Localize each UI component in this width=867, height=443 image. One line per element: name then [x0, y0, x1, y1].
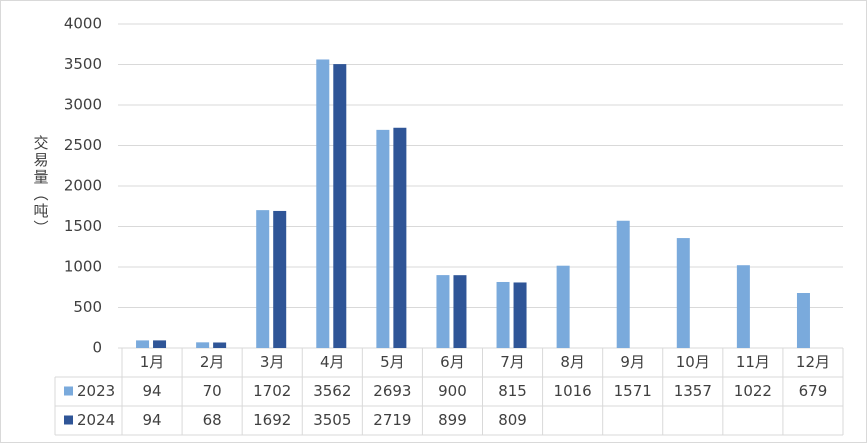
- bar: [616, 220, 630, 348]
- x-tick-label: 11月: [736, 353, 770, 371]
- table-value: 815: [498, 382, 527, 400]
- table-value: 3562: [313, 382, 351, 400]
- table-value: 1016: [554, 382, 592, 400]
- y-tick-label: 1500: [64, 217, 102, 235]
- table-value: 68: [203, 411, 222, 429]
- table-value: 1022: [734, 382, 772, 400]
- table-value: 900: [438, 382, 467, 400]
- y-tick-label: 4000: [64, 15, 102, 33]
- legend-key: [64, 415, 73, 425]
- table-value: 70: [203, 382, 222, 400]
- bar: [796, 293, 810, 348]
- table-value: 1357: [674, 382, 712, 400]
- bar: [136, 340, 150, 348]
- bar: [393, 127, 407, 348]
- x-tick-label: 6月: [440, 353, 465, 371]
- y-tick-label: 2500: [64, 136, 102, 154]
- legend-label: 2023: [77, 382, 115, 400]
- table-value: 2693: [373, 382, 411, 400]
- bar: [213, 342, 227, 348]
- bar: [316, 59, 330, 349]
- table-value: 1571: [614, 382, 652, 400]
- x-tick-label: 12月: [796, 353, 830, 371]
- bar: [676, 238, 690, 348]
- table-value: 809: [498, 411, 527, 429]
- table-value: 94: [142, 382, 161, 400]
- x-tick-label: 8月: [560, 353, 585, 371]
- bar: [513, 282, 527, 348]
- bar: [556, 265, 570, 348]
- legend-key: [64, 386, 73, 396]
- bar: [196, 342, 210, 348]
- x-tick-label: 2月: [200, 353, 225, 371]
- table-value: 3505: [313, 411, 351, 429]
- legend-label: 2024: [77, 411, 115, 429]
- x-tick-label: 3月: [260, 353, 285, 371]
- y-tick-label: 3500: [64, 55, 102, 73]
- bar: [333, 64, 347, 348]
- bar: [153, 340, 167, 348]
- x-tick-label: 4月: [320, 353, 345, 371]
- y-tick-label: 0: [92, 339, 102, 357]
- table-value: 94: [142, 411, 161, 429]
- table-value: 2719: [373, 411, 411, 429]
- table-value: 1702: [253, 382, 291, 400]
- x-tick-label: 5月: [380, 353, 405, 371]
- y-axis-label: 交易量（吨）: [32, 134, 50, 237]
- y-tick-label: 1000: [64, 258, 102, 276]
- bar: [453, 275, 467, 348]
- table-value: 1692: [253, 411, 291, 429]
- bar: [273, 210, 287, 348]
- y-tick-label: 500: [73, 298, 102, 316]
- table-value: 679: [799, 382, 828, 400]
- bar: [256, 210, 270, 348]
- bar: [376, 129, 390, 348]
- x-tick-label: 7月: [500, 353, 525, 371]
- x-tick-label: 9月: [620, 353, 645, 371]
- x-tick-label: 10月: [676, 353, 710, 371]
- y-tick-label: 2000: [64, 177, 102, 195]
- table-value: 899: [438, 411, 467, 429]
- bar: [736, 265, 750, 348]
- bar: [436, 275, 450, 348]
- x-tick-label: 1月: [140, 353, 165, 371]
- y-tick-label: 3000: [64, 96, 102, 114]
- bar: [496, 281, 510, 348]
